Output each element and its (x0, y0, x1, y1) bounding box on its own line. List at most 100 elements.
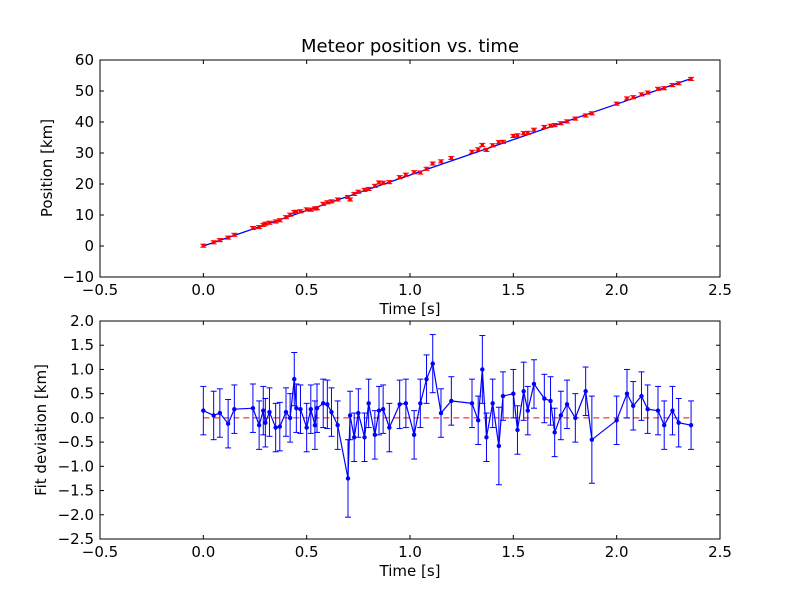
position-data-point (614, 101, 619, 106)
deviation-data-point (292, 376, 297, 382)
deviation-data-point (352, 435, 357, 440)
position-x-axis-label: Time [s] (379, 300, 441, 318)
x-tick-label: −0.5 (82, 543, 118, 561)
position-data-point (532, 127, 536, 132)
deviation-data-point (225, 421, 231, 426)
position-data-point (583, 113, 588, 118)
position-data-point (263, 221, 268, 226)
deviation-data-point (631, 403, 636, 408)
deviation-data-point (314, 406, 320, 411)
deviation-data-point (345, 476, 351, 481)
position-data-point (662, 86, 666, 91)
position-data-point (470, 149, 474, 154)
position-data-point (552, 123, 557, 127)
position-data-point (501, 140, 505, 144)
deviation-data-point (263, 420, 268, 425)
position-data-point (377, 180, 381, 185)
deviation-data-point (573, 415, 578, 421)
position-data-point (559, 121, 563, 126)
position-data-point (625, 96, 629, 101)
position-data-point (412, 170, 416, 175)
position-data-point (352, 192, 357, 196)
position-chart: Meteor position vs. time −0.5 0.0 0.5 1.0 1.… (38, 36, 732, 318)
y-tick-label: −1.0 (58, 457, 94, 475)
y-tick-label: 0.5 (70, 385, 94, 403)
deviation-data-point (321, 401, 326, 406)
deviation-data-point (250, 406, 256, 411)
position-data-point (639, 92, 644, 97)
position-x-ticks: −0.5 0.0 0.5 1.0 1.5 2.0 2.5 (82, 60, 732, 299)
deviation-data-point (287, 415, 293, 421)
position-chart-title: Meteor position vs. time (301, 36, 519, 57)
deviation-x-axis-label: Time [s] (379, 562, 441, 580)
deviation-data-point (411, 432, 417, 438)
position-data-point (309, 207, 313, 212)
deviation-data-point (670, 408, 675, 413)
position-data-point (298, 209, 303, 214)
position-data-point (430, 161, 435, 166)
deviation-data-point (662, 422, 667, 428)
deviation-data-point (531, 381, 537, 387)
deviation-data-point (217, 410, 223, 416)
deviation-data-point (480, 367, 485, 372)
position-data-point (631, 95, 635, 99)
x-tick-label: 0.0 (191, 543, 215, 561)
deviation-data-point (403, 401, 409, 406)
position-data-point (284, 215, 288, 219)
position-data-point (418, 170, 423, 175)
deviation-data-point (552, 430, 557, 435)
deviation-data-point (484, 435, 489, 440)
deviation-data-point (449, 398, 454, 404)
deviation-data-point (676, 420, 681, 425)
position-data-point (356, 189, 361, 194)
deviation-data-point (589, 437, 595, 442)
position-y-ticks: −10 0 10 20 30 40 50 60 (62, 51, 720, 286)
deviation-data-point (430, 361, 435, 366)
deviation-data-point (283, 409, 289, 415)
deviation-data-point (496, 443, 502, 449)
deviation-data-point (438, 410, 444, 416)
deviation-data-point (362, 435, 367, 440)
deviation-data-point (325, 402, 330, 407)
deviation-data-point (211, 413, 216, 418)
position-data-point (404, 172, 408, 177)
x-tick-label: 2.0 (605, 281, 629, 299)
position-data-point (397, 175, 402, 179)
deviation-data-point (347, 413, 353, 418)
position-data-point (511, 134, 516, 138)
deviation-data-point (372, 432, 378, 438)
deviation-data-point (583, 389, 588, 394)
position-data-point (201, 243, 206, 248)
deviation-data-point (308, 406, 313, 412)
deviation-data-point (490, 401, 495, 406)
y-tick-label: −2.0 (58, 506, 94, 524)
position-data-point (565, 119, 569, 124)
deviation-data-point (232, 406, 237, 412)
deviation-data-point (304, 425, 309, 430)
deviation-data-point (500, 393, 506, 399)
position-data-point (278, 218, 282, 223)
position-data-point (251, 226, 255, 230)
x-tick-label: 0.5 (295, 281, 319, 299)
deviation-data-point (542, 396, 547, 401)
deviation-data-point (298, 406, 303, 412)
deviation-data-point (376, 408, 382, 413)
position-data-point (348, 197, 352, 202)
deviation-data-point (558, 413, 564, 418)
deviation-data-point (614, 418, 619, 423)
deviation-data-point (424, 376, 429, 382)
x-tick-label: 2.5 (708, 543, 732, 561)
deviation-plot-area (200, 334, 695, 518)
position-data-point (267, 220, 272, 225)
x-tick-label: 1.0 (398, 281, 422, 299)
position-plot-area (200, 76, 695, 248)
deviation-data-point (273, 425, 278, 430)
deviation-data-point (380, 406, 386, 412)
deviation-data-point (624, 391, 630, 396)
deviation-data-point (335, 422, 340, 428)
y-tick-label: 1.0 (70, 360, 94, 378)
y-tick-label: 0.0 (70, 409, 94, 427)
deviation-data-point (639, 393, 644, 399)
position-data-point (366, 187, 371, 191)
